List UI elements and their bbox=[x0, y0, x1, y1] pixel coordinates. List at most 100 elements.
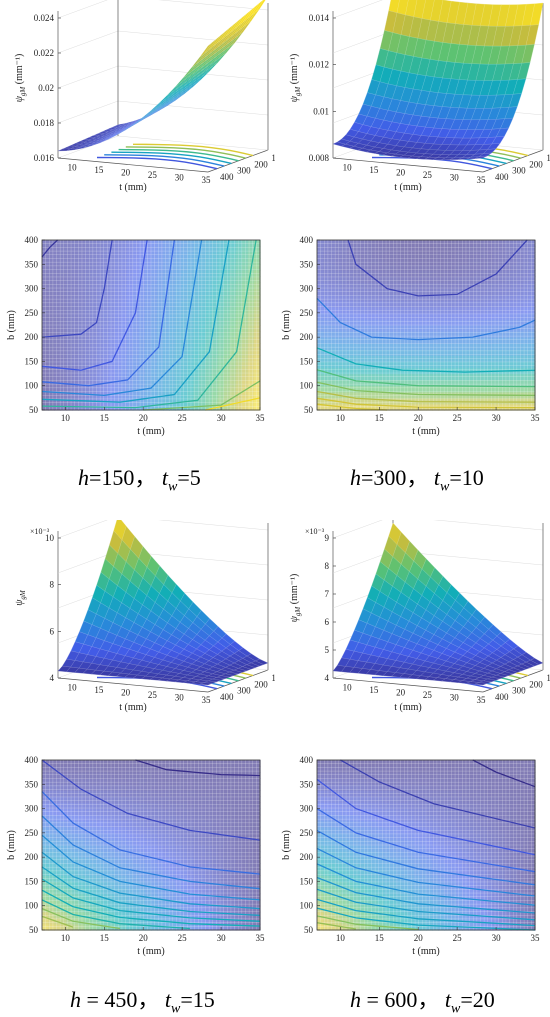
heat-cell bbox=[236, 845, 243, 852]
heat-cell bbox=[72, 337, 79, 344]
heat-cell bbox=[378, 349, 385, 356]
x-tick-label: 30 bbox=[217, 413, 227, 423]
heat-cell bbox=[78, 851, 85, 858]
heat-cell bbox=[103, 349, 110, 356]
heat-cell bbox=[372, 319, 379, 326]
heat-cell bbox=[175, 851, 182, 858]
heat-cell bbox=[127, 790, 134, 797]
heat-cell bbox=[212, 337, 219, 344]
heat-cell bbox=[420, 337, 427, 344]
heat-cell bbox=[390, 331, 397, 338]
heat-cell bbox=[317, 361, 324, 368]
heat-cell bbox=[163, 881, 170, 888]
heat-cell bbox=[60, 240, 67, 247]
heat-cell bbox=[317, 839, 324, 846]
heat-cell bbox=[121, 857, 128, 864]
heat-cell bbox=[66, 337, 73, 344]
heat-cell bbox=[133, 258, 140, 265]
heat-cell bbox=[187, 845, 194, 852]
heat-cell bbox=[212, 349, 219, 356]
heat-cell bbox=[365, 343, 372, 350]
heat-cell bbox=[438, 319, 445, 326]
heat-cell bbox=[402, 361, 409, 368]
heat-cell bbox=[163, 246, 170, 253]
heat-cell bbox=[335, 766, 342, 773]
heat-cell bbox=[474, 270, 481, 277]
y-tick-label: 100 bbox=[546, 673, 550, 683]
z-axis-label: ψgM (mm⁻¹) bbox=[14, 54, 27, 103]
heat-cell bbox=[396, 295, 403, 302]
heat-cell bbox=[353, 845, 360, 852]
heat-cell bbox=[199, 380, 206, 387]
heat-cell bbox=[493, 361, 500, 368]
heat-cell bbox=[212, 246, 219, 253]
heat-cell bbox=[42, 337, 49, 344]
heat-cell bbox=[390, 246, 397, 253]
x-tick-label: 25 bbox=[178, 933, 188, 943]
heat-cell bbox=[103, 851, 110, 858]
heat-cell bbox=[408, 349, 415, 356]
heat-cell bbox=[169, 784, 176, 791]
heat-cell bbox=[487, 258, 494, 265]
heat-cell bbox=[384, 264, 391, 271]
heat-cell bbox=[511, 343, 518, 350]
y-tick-label: 250 bbox=[25, 308, 39, 318]
heat-cell bbox=[193, 343, 200, 350]
heat-cell bbox=[248, 790, 255, 797]
heat-cell bbox=[145, 264, 152, 271]
heat-cell bbox=[151, 246, 158, 253]
y-tick-label: 300 bbox=[237, 166, 251, 176]
heat-cell bbox=[78, 924, 85, 931]
heat-cell bbox=[90, 349, 97, 356]
heat-cell bbox=[127, 349, 134, 356]
heat-cell bbox=[133, 252, 140, 259]
heat-cell bbox=[317, 331, 324, 338]
heat-cell bbox=[481, 337, 488, 344]
heat-cell bbox=[60, 355, 67, 362]
heat-cell bbox=[199, 264, 206, 271]
heat-cell bbox=[218, 240, 225, 247]
heat-cell bbox=[224, 349, 231, 356]
heat-cell bbox=[139, 863, 146, 870]
heat-cell bbox=[139, 772, 146, 779]
z-tick-label: 5 bbox=[325, 645, 330, 655]
heat-cell bbox=[248, 240, 255, 247]
heat-cell bbox=[402, 404, 409, 411]
surface-plot-h450: 10864101520253035400300200100t (mm)b (mm… bbox=[0, 520, 275, 740]
heat-cell bbox=[181, 258, 188, 265]
heat-cell bbox=[54, 778, 61, 785]
heat-cell bbox=[420, 325, 427, 332]
heat-cell bbox=[402, 349, 409, 356]
heat-cell bbox=[54, 252, 61, 259]
heat-cell bbox=[187, 240, 194, 247]
heat-cell bbox=[145, 857, 152, 864]
heat-cell bbox=[109, 766, 116, 773]
heat-cell bbox=[97, 343, 104, 350]
heat-cell bbox=[402, 343, 409, 350]
heat-cell bbox=[139, 875, 146, 882]
heat-cell bbox=[206, 240, 213, 247]
heat-cell bbox=[175, 240, 182, 247]
heat-cell bbox=[517, 380, 524, 387]
heat-cell bbox=[127, 264, 134, 271]
heat-cell bbox=[317, 760, 324, 767]
y-tick-label: 350 bbox=[300, 259, 314, 269]
heat-cell bbox=[372, 790, 379, 797]
heat-cell bbox=[230, 264, 237, 271]
heat-cell bbox=[157, 900, 164, 907]
heat-cell bbox=[60, 264, 67, 271]
heat-cell bbox=[127, 760, 134, 767]
heat-cell bbox=[151, 924, 158, 931]
y-tick-label: 300 bbox=[237, 686, 251, 696]
heat-cell bbox=[48, 404, 55, 411]
x-tick-label: 35 bbox=[202, 175, 212, 185]
heat-cell bbox=[426, 264, 433, 271]
heat-cell bbox=[426, 361, 433, 368]
heat-cell bbox=[450, 349, 457, 356]
x-axis-label: t (mm) bbox=[137, 426, 165, 437]
heat-cell bbox=[329, 863, 336, 870]
heat-cell bbox=[181, 240, 188, 247]
heat-cell bbox=[341, 264, 348, 271]
heat-cell bbox=[42, 276, 49, 283]
heat-cell bbox=[353, 319, 360, 326]
